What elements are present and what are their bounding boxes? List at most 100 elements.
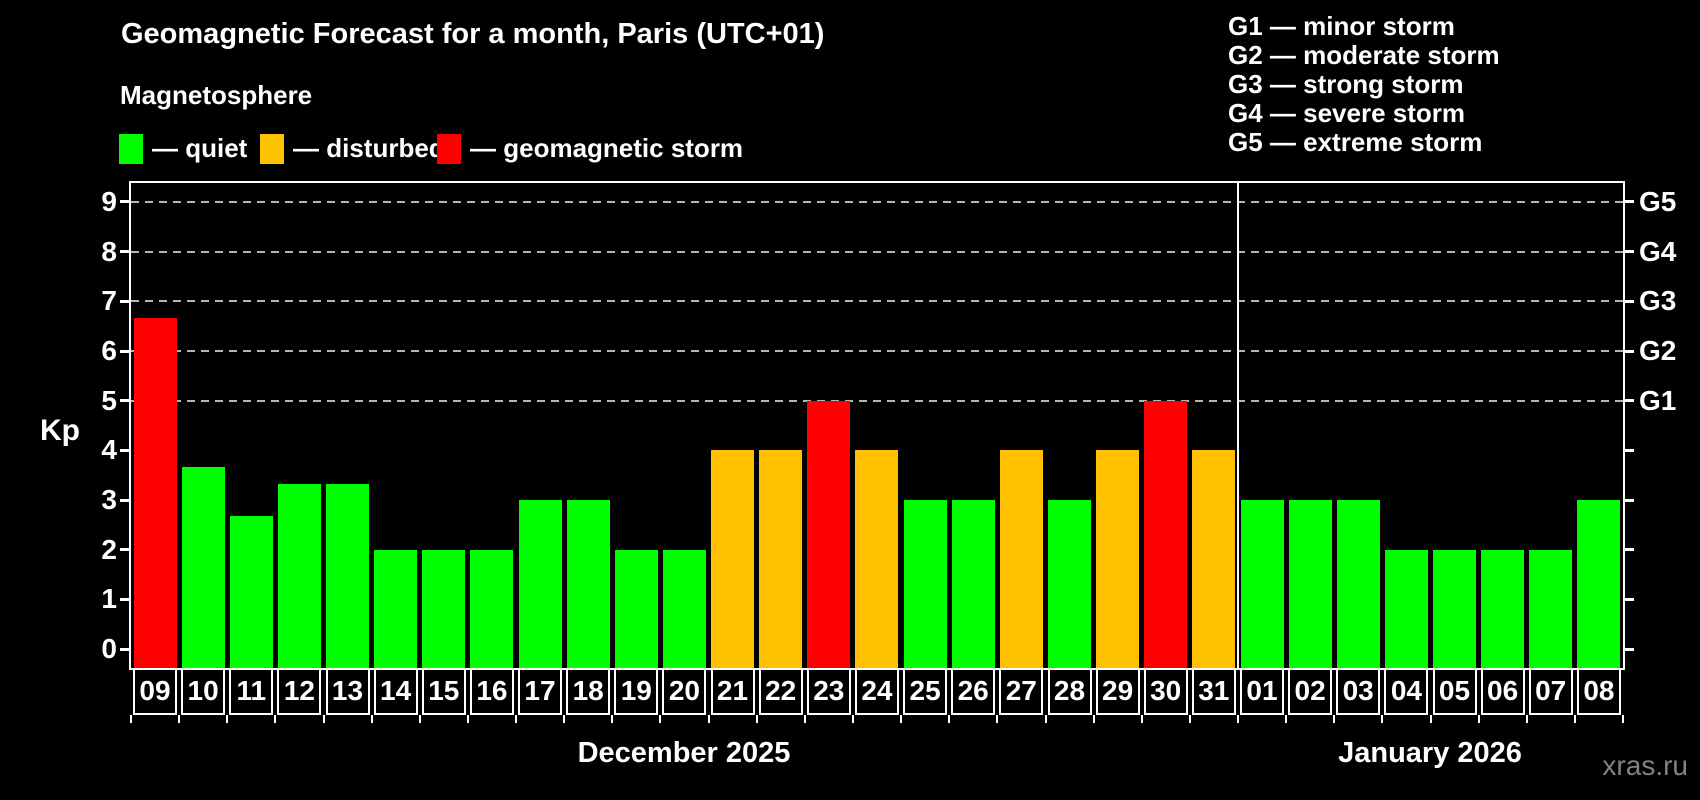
kp-bar-day-20 (662, 549, 706, 668)
y-tick-label-4: 4 (101, 434, 117, 466)
x-axis-tick (274, 715, 277, 723)
kp-bar-day-31 (1192, 450, 1236, 668)
plot-area (129, 181, 1625, 670)
legend-item-disturbed: — disturbed (260, 133, 445, 164)
g2-legend-line: G2 — moderate storm (1228, 40, 1500, 70)
g-axis-tick-8 (1625, 250, 1634, 254)
x-axis-tick (900, 715, 903, 723)
x-axis-tick (611, 715, 614, 723)
kp-bar-day-22 (759, 450, 803, 668)
y-tick-label-9: 9 (101, 185, 117, 217)
day-label-16: 16 (469, 668, 514, 715)
day-label-14: 14 (373, 668, 418, 715)
kp-bar-day-19 (614, 549, 658, 668)
kp-bar-day-05 (1433, 549, 1477, 668)
day-label-22: 22 (758, 668, 803, 715)
g3-legend-line: G3 — strong storm (1228, 69, 1464, 99)
gridline-kp8 (131, 250, 1623, 253)
day-label-09: 09 (133, 668, 177, 715)
g-scale-label-g4: G4 (1639, 235, 1677, 267)
x-axis-tick (659, 715, 662, 723)
legend-item-storm: — geomagnetic storm (437, 133, 743, 164)
x-axis-tick (1622, 715, 1624, 723)
day-label-21: 21 (710, 668, 755, 715)
x-axis-tick (1573, 715, 1576, 723)
x-axis-tick (948, 715, 951, 723)
kp-bar-day-15 (422, 549, 466, 668)
gridline-kp5 (131, 399, 1623, 402)
y-tick-label-0: 0 (101, 633, 117, 665)
x-axis-tick (996, 715, 999, 723)
kp-bar-day-04 (1384, 549, 1428, 668)
kp-bar-day-28 (1048, 500, 1092, 668)
legend-label-disturbed: — disturbed (293, 133, 445, 163)
x-axis-tick (130, 715, 132, 723)
day-label-01: 01 (1240, 668, 1284, 715)
day-label-05: 05 (1432, 668, 1477, 715)
kp-bar-day-10 (181, 466, 225, 668)
y-tick-label-2: 2 (101, 533, 117, 565)
y-tick-label-3: 3 (101, 484, 117, 515)
legend-label-storm: — geomagnetic storm (470, 133, 744, 163)
y-tick-label-5: 5 (101, 384, 117, 416)
magnetosphere-label: Magnetosphere (120, 80, 313, 110)
x-axis-tick (1188, 715, 1191, 723)
x-axis-tick (1092, 715, 1095, 723)
month-label-january: January 2026 (1338, 737, 1522, 769)
gridline-kp9 (131, 200, 1623, 203)
y-axis-title: Kp (40, 414, 80, 447)
day-label-24: 24 (854, 668, 899, 715)
kp-bar-day-29 (1096, 450, 1140, 668)
y-axis-tick-0 (120, 647, 129, 651)
g4-legend-line: G4 — severe storm (1228, 98, 1466, 128)
y-axis-tick-8 (120, 250, 129, 254)
kp-bar-day-26 (951, 500, 995, 668)
day-label-03: 03 (1336, 668, 1381, 715)
day-label-12: 12 (277, 668, 322, 715)
y-axis-tick-5 (120, 399, 129, 403)
watermark: xras.ru (1602, 750, 1688, 781)
kp-bar-day-18 (566, 500, 610, 668)
g-axis-tick-3 (1625, 498, 1634, 502)
x-axis-tick (322, 715, 325, 723)
kp-bar-day-09 (133, 317, 177, 668)
x-axis-tick (707, 715, 710, 723)
day-label-23: 23 (806, 668, 851, 715)
g-axis-tick-6 (1625, 349, 1634, 353)
kp-bar-day-03 (1336, 500, 1380, 668)
kp-bar-day-12 (277, 483, 321, 668)
kp-bar-day-25 (903, 500, 947, 668)
g-axis-tick-4 (1625, 448, 1634, 452)
y-axis-tick-7 (120, 299, 129, 303)
day-label-28: 28 (1047, 668, 1092, 715)
x-axis-tick (1140, 715, 1143, 723)
g1-legend-line: G1 — minor storm (1228, 11, 1455, 41)
x-axis-tick (563, 715, 566, 723)
legend-label-quiet: — quiet (152, 133, 248, 163)
kp-bar-day-11 (229, 516, 273, 668)
quiet-color-swatch (119, 133, 143, 164)
x-axis-tick (1525, 715, 1528, 723)
x-axis-tick (1429, 715, 1432, 723)
g-axis-tick-9 (1625, 200, 1634, 204)
y-axis-tick-9 (120, 200, 129, 204)
g-scale-label-g1: G1 (1639, 384, 1677, 416)
g-scale-label-g3: G3 (1639, 285, 1677, 317)
chart-title: Geomagnetic Forecast for a month, Paris … (121, 18, 825, 50)
x-axis-tick (178, 715, 181, 723)
kp-bar-day-23 (807, 400, 851, 668)
x-axis-tick (1044, 715, 1047, 723)
month-divider (1237, 183, 1239, 668)
x-axis-tick (418, 715, 421, 723)
disturbed-color-swatch (260, 133, 284, 164)
day-label-13: 13 (325, 668, 370, 715)
x-axis-tick (851, 715, 854, 723)
y-tick-label-1: 1 (101, 583, 117, 615)
legend-item-quiet: — quiet (119, 133, 247, 164)
g-axis-tick-2 (1625, 548, 1634, 552)
kp-bar-day-21 (711, 450, 755, 668)
y-tick-label-8: 8 (101, 235, 117, 267)
x-axis-tick (1381, 715, 1384, 723)
kp-bar-day-01 (1240, 500, 1284, 668)
